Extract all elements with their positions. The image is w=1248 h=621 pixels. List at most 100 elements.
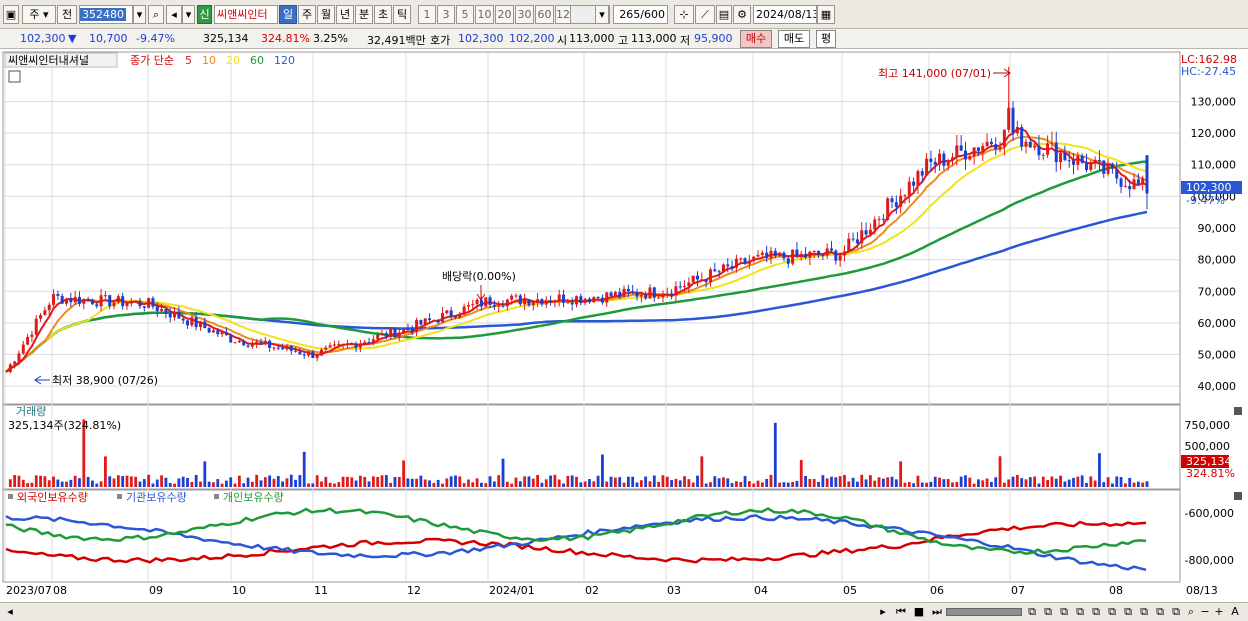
volume-bar [1132, 482, 1136, 487]
fast-forward-icon[interactable]: ⏭ [932, 605, 942, 618]
volume-close-icon[interactable] [1234, 407, 1242, 415]
candle-body [523, 299, 527, 305]
buy-button[interactable]: 매수 [740, 30, 772, 48]
avg-button[interactable]: 평 [816, 30, 836, 48]
candle-body [951, 157, 955, 161]
stock-code-input[interactable]: 352480 [79, 5, 133, 24]
volume-bar [808, 478, 812, 487]
layout-icon-5[interactable]: ⧉ [1092, 605, 1100, 618]
interval-button-60[interactable]: 60 [535, 5, 554, 24]
save-icon[interactable]: ▤ [716, 5, 732, 24]
period-tab-5[interactable]: 초 [374, 5, 392, 24]
crosshair-icon[interactable]: ⊹ [674, 5, 694, 24]
period-tab-2[interactable]: 월 [317, 5, 335, 24]
type-select[interactable]: 주 ▾ [22, 5, 56, 24]
candle-body [946, 160, 950, 166]
volume-bar [173, 483, 176, 487]
volume-bar [933, 476, 937, 487]
scroll-bar[interactable]: ◂ ▸ ⏮ ■ ⏭ ⧉ ⧉ ⧉ ⧉ ⧉ ⧉ ⧉ ⧉ ⧉ ⧉ ⌕ − + A [0, 602, 1248, 621]
chart-canvas[interactable]: 씨앤씨인터내셔널 종가 단순 5 10 20 60 120 LC:162.98 HC:-… [0, 49, 1248, 602]
candle-body [734, 258, 738, 268]
scroll-left-icon[interactable]: ◂ [7, 605, 13, 618]
speaker-dropdown-icon[interactable]: ▾ [182, 5, 195, 24]
font-size-icon[interactable]: A [1231, 605, 1239, 618]
candle-body [389, 328, 393, 338]
x-axis: 2023/07 08 09 10 11 12 2024/01 02 03 04 05 06 07 08 [6, 584, 1123, 597]
volume-bar [298, 475, 302, 487]
interval-button-5[interactable]: 5 [456, 5, 474, 24]
layout-icon-4[interactable]: ⧉ [1076, 605, 1084, 618]
interval-button-10[interactable]: 10 [475, 5, 494, 24]
interval-button-20[interactable]: 20 [495, 5, 514, 24]
volume-bar [527, 476, 531, 487]
stop-icon[interactable]: ■ [913, 605, 925, 618]
x-axis-label: 05 [843, 584, 857, 597]
low-annotation: 최저 38,900 (07/26) [52, 374, 158, 387]
candle-body [397, 332, 401, 338]
volume-bar [1041, 476, 1045, 487]
code-dropdown-icon[interactable]: ▾ [133, 5, 146, 24]
settings-gear-icon[interactable]: ⚙ [733, 5, 751, 24]
draw-tool-icon[interactable]: ⟋ [695, 5, 715, 24]
volume-bar [566, 475, 570, 487]
zoom-out-icon[interactable]: − [1200, 605, 1210, 618]
candle-body [708, 269, 712, 283]
speaker-icon[interactable]: ◂ [166, 5, 182, 24]
zoom-search-icon[interactable]: ⌕ [1187, 605, 1195, 618]
interval-button-1[interactable]: 1 [418, 5, 436, 24]
period-tab-4[interactable]: 분 [355, 5, 373, 24]
calendar-icon[interactable]: ▦ [817, 5, 835, 24]
volume-bar [1033, 476, 1037, 487]
period-tab-3[interactable]: 년 [336, 5, 354, 24]
holdings-legend-marker [214, 494, 219, 499]
x-axis-label: 12 [407, 584, 421, 597]
price-title: 씨앤씨인터내셔널 [8, 54, 89, 67]
date-input[interactable]: 2024/08/13 [753, 5, 817, 24]
layout-icon-3[interactable]: ⧉ [1060, 605, 1068, 618]
market-select[interactable]: 전 [57, 5, 77, 24]
period-tab-1[interactable]: 주 [298, 5, 316, 24]
layout-icon-1[interactable]: ⧉ [1028, 605, 1036, 618]
interval-button-3[interactable]: 3 [437, 5, 455, 24]
scroll-right-icon[interactable]: ▸ [880, 605, 886, 618]
layout-icon-6[interactable]: ⧉ [1108, 605, 1116, 618]
stock-code-value: 352480 [80, 8, 126, 21]
volume-bar [920, 482, 924, 487]
interval-button-30[interactable]: 30 [515, 5, 534, 24]
window-menu-icon[interactable]: ▣ [3, 5, 19, 24]
volume-bar [1102, 482, 1106, 487]
zoom-in-icon[interactable]: + [1214, 605, 1224, 618]
chart-area[interactable]: 씨앤씨인터내셔널 종가 단순 5 10 20 60 120 LC:162.98 HC:-… [0, 49, 1248, 602]
candle-body [1119, 178, 1123, 187]
candle-body [116, 296, 120, 303]
interval-dropdown-icon[interactable]: ▾ [595, 5, 609, 24]
layout-icon-2[interactable]: ⧉ [1044, 605, 1052, 618]
layout-icon-8[interactable]: ⧉ [1140, 605, 1148, 618]
period-tab-0[interactable]: 일 [279, 5, 297, 24]
period-tab-6[interactable]: 틱 [393, 5, 411, 24]
layout-icon-10[interactable]: ⧉ [1172, 605, 1180, 618]
volume-bar [181, 476, 185, 487]
volume-panel[interactable] [2, 404, 1181, 490]
volume-bar [320, 481, 323, 487]
volume-bar [1024, 479, 1028, 487]
candle-body [194, 317, 198, 328]
table-toggle-icon[interactable] [8, 70, 21, 83]
volume-bar [769, 474, 773, 487]
volume-bar [735, 481, 738, 487]
candle-body [216, 330, 220, 335]
volume-bar [955, 482, 959, 487]
count-display[interactable]: 265/600 [613, 5, 668, 24]
layout-icon-7[interactable]: ⧉ [1124, 605, 1132, 618]
scroll-slider[interactable] [946, 604, 1022, 620]
layout-icon-9[interactable]: ⧉ [1156, 605, 1164, 618]
volume-bar [488, 476, 492, 487]
candle-body [255, 341, 259, 344]
volume-bar [350, 477, 354, 487]
sell-button[interactable]: 매도 [778, 30, 810, 48]
holdings-close-icon[interactable] [1234, 492, 1242, 500]
volume-bar [730, 483, 734, 487]
candle-body [376, 334, 380, 340]
rewind-icon[interactable]: ⏮ [896, 605, 906, 618]
search-icon[interactable]: ⌕ [148, 5, 164, 24]
